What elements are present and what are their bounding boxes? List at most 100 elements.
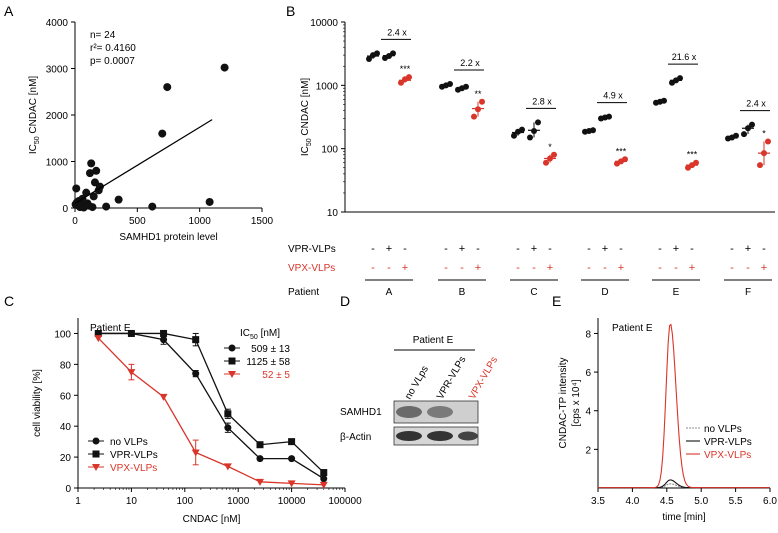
- data-point: [163, 83, 172, 92]
- data-point-circle: [224, 424, 232, 432]
- panel-label-a: A: [4, 3, 14, 19]
- vpx-mark: +: [402, 262, 408, 274]
- lane-label: no VLps: [403, 364, 431, 401]
- panel-c: 1 10 100 1000 10000 100000 0 20 40 60 80 100 CNDAC […: [32, 318, 362, 525]
- vpx-mark: -: [371, 262, 375, 274]
- vpr-mark: +: [745, 243, 751, 255]
- patient-label: A: [386, 287, 393, 298]
- vpr-mark: +: [459, 243, 465, 255]
- y-tick-label: 20: [60, 453, 72, 464]
- stat-label: n= 24: [90, 30, 116, 41]
- y-axis-label-line2: [cps x 10⁴]: [571, 379, 582, 426]
- x-tick-label: 1000: [227, 496, 250, 507]
- vpr-mark: -: [690, 243, 694, 255]
- data-point: [551, 151, 557, 158]
- vpr-mark: +: [673, 243, 679, 255]
- series-line: [98, 332, 325, 474]
- legend-label: no VLPs: [704, 424, 742, 435]
- panel-label-e: E: [552, 293, 561, 309]
- series-line: [598, 323, 770, 489]
- vpx-mark: -: [532, 262, 536, 274]
- y-axis-label-line1: CNDAC-TP intensity: [558, 358, 569, 449]
- vpr-mark: -: [730, 243, 734, 255]
- row-label-samhd1: SAMHD1: [340, 407, 382, 418]
- y-axis-label: IC50 CNDAC [nM]: [300, 78, 313, 157]
- y-tick-label: 8: [585, 329, 591, 340]
- data-point-circle: [92, 437, 100, 445]
- patient-label: F: [745, 287, 751, 298]
- vpx-mark: +: [761, 262, 767, 274]
- blot-title: Patient E: [413, 335, 454, 346]
- chart-title: Patient E: [612, 323, 653, 334]
- vpr-mark: -: [619, 243, 623, 255]
- y-axis-label: cell viability [%]: [32, 369, 43, 437]
- panel-label-d: D: [340, 293, 350, 309]
- vpr-mark: -: [658, 243, 662, 255]
- data-point: [148, 202, 157, 211]
- vpx-mark: -: [387, 262, 391, 274]
- row-label-vpx: VPX-VLPs: [288, 263, 335, 274]
- legend-label: VPR-VLPs: [110, 450, 158, 461]
- band-actin-vpr: [427, 431, 453, 441]
- data-point: [463, 83, 469, 90]
- data-point: [205, 197, 214, 206]
- data-point: [398, 79, 404, 86]
- fold-label: 2.8 x: [532, 96, 552, 106]
- y-tick-label: 3000: [46, 65, 69, 76]
- panel-b: 10 100 1000 10000 IC50 CNDAC [nM] VPR-VLPs VPX…: [288, 18, 775, 298]
- patient-label: E: [673, 287, 680, 298]
- x-tick-label: 1500: [251, 216, 274, 227]
- patient-label: B: [459, 287, 466, 298]
- data-point: [85, 169, 94, 178]
- vpx-mark: -: [658, 262, 662, 274]
- data-point-triangle: [287, 480, 296, 488]
- vpr-mark: -: [548, 243, 552, 255]
- data-point-circle: [160, 336, 168, 344]
- data-point-triangle: [223, 463, 232, 471]
- x-tick-label: 3.5: [591, 496, 605, 507]
- data-point: [88, 203, 97, 212]
- data-point: [114, 195, 123, 204]
- band-actin-vpx: [458, 431, 478, 441]
- vpx-mark: -: [674, 262, 678, 274]
- data-point: [366, 56, 372, 63]
- data-point: [511, 132, 517, 139]
- trend-line: [74, 119, 213, 204]
- y-tick-label: 0: [62, 204, 68, 215]
- data-point: [661, 97, 667, 104]
- significance-label: *: [548, 142, 552, 152]
- fold-label: 4.9 x: [603, 91, 623, 101]
- y-tick-label: 6: [585, 368, 591, 379]
- y-tick-label: 40: [60, 422, 72, 433]
- x-tick-label: 6.0: [763, 496, 777, 507]
- data-point: [406, 74, 412, 81]
- patient-label: C: [530, 287, 537, 298]
- data-point: [447, 80, 453, 87]
- data-point: [95, 182, 104, 191]
- data-point: [693, 159, 699, 166]
- x-tick-label: 4.5: [660, 496, 674, 507]
- x-tick-label: 1000: [189, 216, 212, 227]
- significance-label: ***: [400, 64, 411, 74]
- vpr-mark: +: [531, 243, 537, 255]
- data-point: [87, 159, 96, 168]
- ic50-value: 52 ± 5: [262, 370, 290, 381]
- data-point: [479, 98, 485, 105]
- lane-label: VPX-VLPs: [467, 355, 500, 401]
- data-point: [72, 184, 81, 193]
- data-point: [92, 166, 101, 175]
- vpr-mark: -: [476, 243, 480, 255]
- fold-label: 2.2 x: [460, 58, 480, 68]
- x-axis-label: time [min]: [662, 512, 706, 523]
- x-axis-label: CNDAC [nM]: [183, 514, 241, 525]
- vpx-mark: -: [746, 262, 750, 274]
- data-point-square: [92, 450, 100, 458]
- data-point: [535, 119, 541, 126]
- data-point: [471, 113, 477, 120]
- chart-title: Patient E: [90, 323, 131, 334]
- data-point-square: [160, 329, 168, 337]
- legend-label: VPR-VLPs: [704, 437, 752, 448]
- data-point-square: [224, 410, 232, 418]
- data-point: [590, 127, 596, 134]
- fold-label: 21.6 x: [672, 52, 697, 62]
